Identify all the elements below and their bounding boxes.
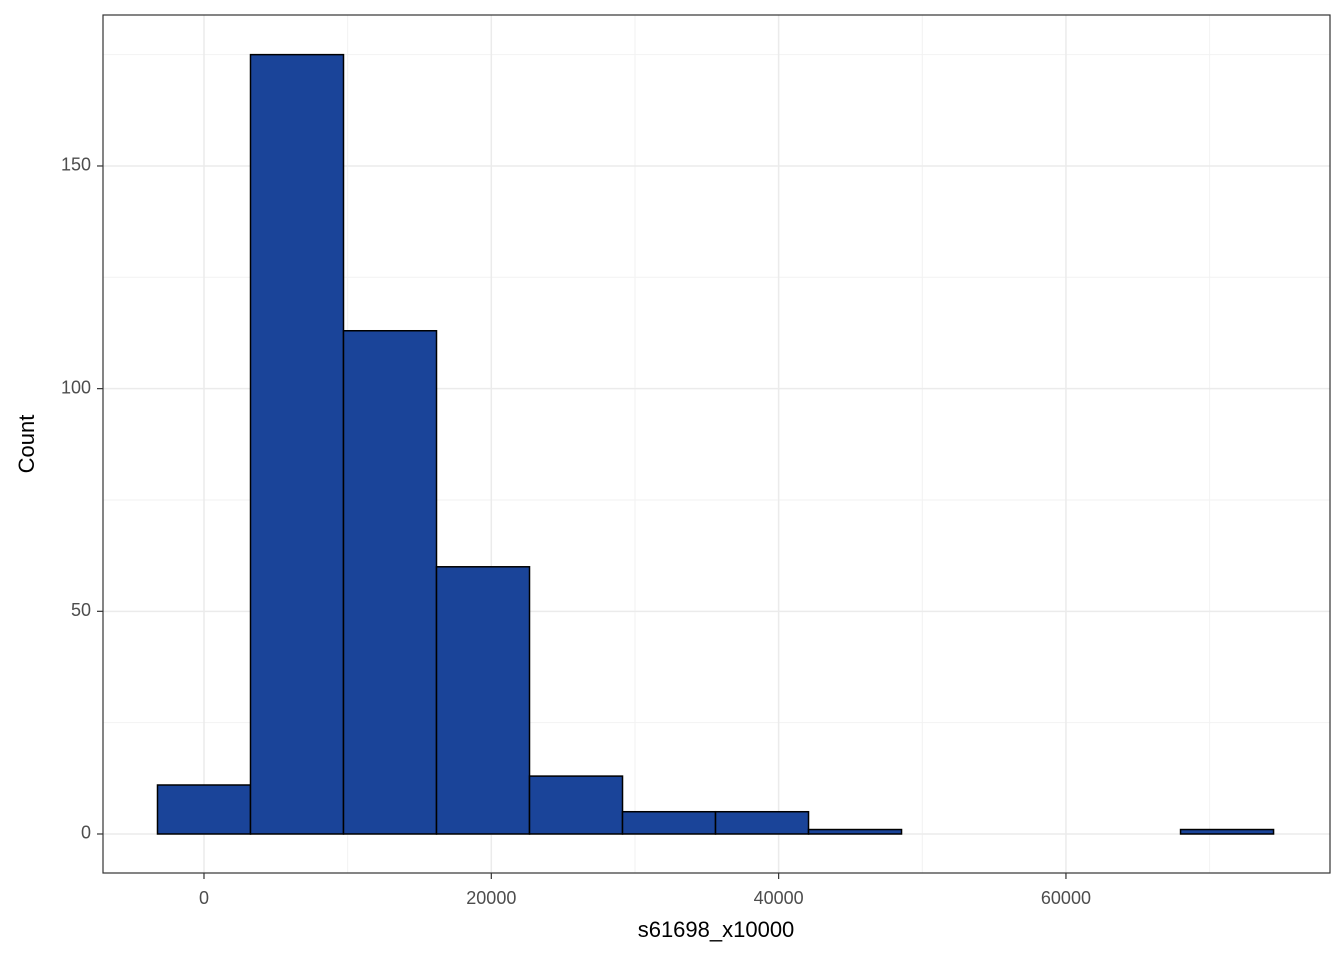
bar: [807, 828, 903, 835]
bar: [156, 784, 252, 835]
y-tick-label: 100: [61, 377, 91, 397]
bar: [249, 53, 345, 835]
x-tick-label: 0: [199, 888, 209, 908]
bar: [528, 775, 624, 835]
bar: [435, 566, 531, 835]
bar: [714, 810, 810, 835]
x-tick-label: 40000: [754, 888, 804, 908]
x-tick-label: 60000: [1041, 888, 1091, 908]
bar: [342, 329, 438, 835]
y-tick-label: 150: [61, 155, 91, 175]
y-axis-title: Count: [14, 415, 39, 474]
y-tick-label: 50: [71, 600, 91, 620]
y-tick-label: 0: [81, 823, 91, 843]
x-tick-label: 20000: [466, 888, 516, 908]
bar: [621, 810, 717, 835]
panel-border: [102, 14, 1331, 874]
x-axis-title: s61698_x10000: [638, 917, 795, 942]
bar: [1179, 828, 1275, 835]
